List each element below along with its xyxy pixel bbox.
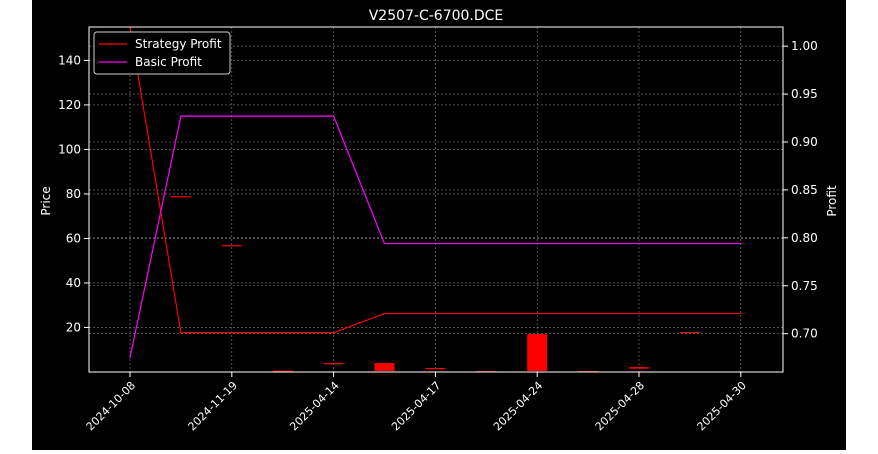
y-left-tick-label: 40	[66, 276, 81, 290]
y-axis-right: 0.70 0.75 0.80 0.85 0.90 0.95 1.00	[783, 39, 818, 341]
legend-box	[93, 31, 231, 75]
legend-label-basic: Basic Profit	[135, 55, 202, 69]
candle	[272, 370, 293, 372]
candle	[323, 363, 344, 365]
series-point	[180, 115, 182, 117]
series-point	[740, 242, 742, 245]
y-right-tick-label: 1.00	[791, 39, 818, 53]
y-left-tick-label: 140	[58, 53, 81, 67]
legend: Strategy Profit Basic Profit	[93, 31, 231, 75]
legend-label-strategy: Strategy Profit	[135, 37, 222, 51]
series-point	[180, 332, 182, 334]
y-right-tick-label: 0.85	[791, 183, 818, 197]
grid	[89, 27, 783, 372]
candle	[425, 367, 446, 370]
chart-title: V2507-C-6700.DCE	[369, 8, 504, 24]
candle	[629, 367, 649, 369]
candle	[170, 196, 191, 198]
y-left-tick-label: 60	[66, 231, 81, 245]
y-axis-left: 20 40 60 80 100 120 140	[58, 53, 89, 334]
series-point	[383, 312, 386, 315]
plot-frame	[88, 26, 784, 373]
y-axis-right-label: Profit	[825, 185, 839, 217]
y-left-tick-label: 100	[58, 142, 81, 156]
y-left-tick-label: 120	[58, 98, 81, 112]
y-left-tick-label: 20	[66, 320, 81, 334]
series-point	[333, 332, 335, 334]
series-point	[383, 242, 386, 245]
candle	[221, 245, 242, 247]
series-point	[333, 115, 335, 117]
y-right-tick-label: 0.70	[791, 327, 818, 341]
y-right-tick-label: 0.80	[791, 231, 818, 245]
y-right-tick-label: 0.90	[791, 135, 818, 149]
series-point	[740, 312, 742, 315]
plot-area	[89, 27, 783, 372]
candle	[374, 363, 395, 371]
y-axis-left-label: Price	[39, 186, 53, 215]
candle	[679, 331, 700, 334]
y-right-tick-label: 0.95	[791, 87, 818, 101]
candle	[527, 334, 548, 371]
series-point	[129, 357, 131, 359]
y-left-tick-label: 80	[66, 187, 81, 201]
y-right-tick-label: 0.75	[791, 279, 818, 293]
